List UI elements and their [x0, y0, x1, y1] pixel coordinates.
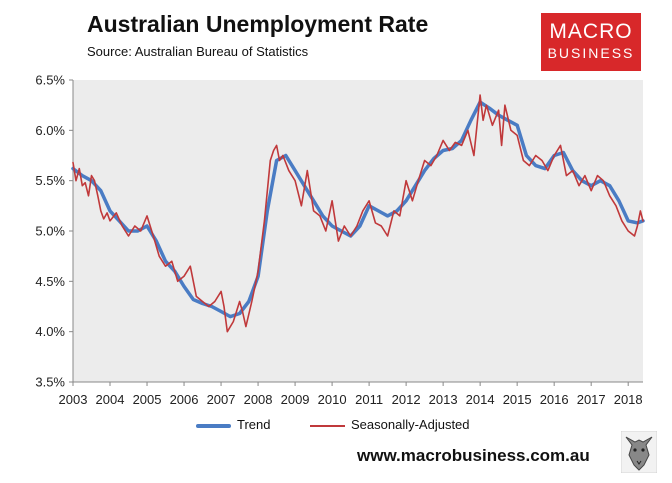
x-tick-label: 2012 [392, 392, 421, 407]
legend-item-seasonally-adjusted: Seasonally-Adjusted [310, 417, 470, 432]
logo-line-2: BUSINESS [547, 45, 635, 61]
x-tick-label: 2015 [503, 392, 532, 407]
x-tick-label: 2016 [540, 392, 569, 407]
macro-business-logo[interactable]: MACRO BUSINESS [541, 13, 641, 71]
y-tick-label: 4.0% [35, 324, 65, 339]
x-tick-label: 2006 [170, 392, 199, 407]
footer-url[interactable]: www.macrobusiness.com.au [357, 446, 590, 465]
logo-line-1: MACRO [549, 20, 633, 43]
legend-item-trend: Trend [196, 417, 270, 432]
x-tick-label: 2009 [281, 392, 310, 407]
y-tick-label: 4.5% [35, 274, 65, 289]
x-tick-label: 2013 [429, 392, 458, 407]
x-tick-label: 2004 [96, 392, 125, 407]
wolf-logo-icon [621, 431, 657, 473]
x-tick-label: 2005 [133, 392, 162, 407]
chart-source: Source: Australian Bureau of Statistics [87, 44, 309, 59]
seasonally-adjusted-line [72, 94, 644, 333]
x-tick-label: 2008 [244, 392, 273, 407]
y-tick-label: 3.5% [35, 375, 65, 390]
legend-label-seasonally-adjusted: Seasonally-Adjusted [351, 417, 470, 432]
plot-area [73, 80, 643, 382]
x-tick-label: 2017 [577, 392, 606, 407]
x-tick-label: 2010 [318, 392, 347, 407]
y-tick-label: 5.0% [35, 224, 65, 239]
x-tick-label: 2011 [355, 392, 383, 407]
y-tick-label: 6.5% [35, 73, 65, 88]
x-tick-label: 2003 [59, 392, 88, 407]
trend-swatch [196, 423, 231, 428]
x-tick-label: 2014 [466, 392, 495, 407]
x-tick-label: 2018 [614, 392, 643, 407]
y-tick-label: 5.5% [35, 173, 65, 188]
page-title: Australian Unemployment Rate [87, 11, 429, 37]
legend-label-trend: Trend [237, 417, 271, 432]
y-tick-label: 6.0% [35, 123, 65, 138]
seasonally-adjusted-swatch [310, 424, 345, 427]
x-tick-label: 2007 [207, 392, 236, 407]
